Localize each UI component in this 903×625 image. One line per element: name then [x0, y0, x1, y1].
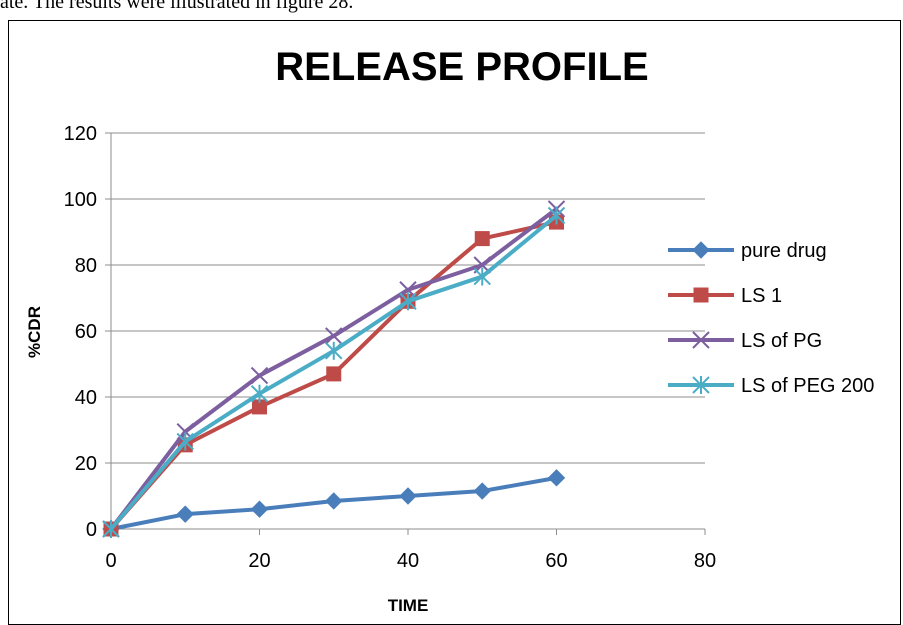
x-tick-label: 40: [397, 550, 419, 572]
legend-entry: LS 1: [668, 285, 782, 307]
data-point: [547, 206, 566, 225]
y-tick-label: 40: [75, 387, 97, 409]
data-point: [252, 399, 267, 415]
series-0: [102, 469, 566, 538]
x-tick-label: 20: [248, 550, 270, 572]
x-axis-label: TIME: [388, 596, 429, 615]
data-point: [326, 366, 342, 382]
legend-entry: pure drug: [668, 240, 827, 262]
data-point: [399, 487, 417, 505]
legend: pure drug LS 1 LS of PG LS of PEG 200: [668, 240, 874, 397]
data-point: [250, 384, 269, 403]
legend-marker: [692, 331, 710, 349]
data-point: [250, 366, 269, 385]
y-tick-label: 0: [86, 519, 97, 541]
legend-marker: [693, 287, 709, 303]
data-point: [325, 492, 343, 510]
y-axis-label: %CDR: [25, 306, 44, 358]
series-3: [102, 206, 566, 538]
legend-entry: LS of PEG 200: [668, 375, 874, 397]
grid-lines: [111, 132, 705, 530]
legend-label: LS of PG: [741, 330, 822, 352]
data-point: [473, 482, 491, 500]
axes: [105, 132, 706, 535]
x-tick-label: 60: [545, 550, 567, 572]
document-caption: ate. The results were illustrated in fig…: [0, 0, 354, 13]
data-point: [102, 520, 120, 538]
legend-label: LS of PEG 200: [741, 375, 874, 397]
legend-label: pure drug: [741, 240, 827, 262]
y-tick-label: 120: [64, 123, 97, 145]
data-point: [325, 341, 343, 360]
legend-entry: LS of PG: [668, 330, 822, 352]
legend-label: LS 1: [741, 285, 782, 307]
x-tick-label: 80: [694, 550, 716, 572]
y-tick-labels: 0 20 40 60 80 100 120: [64, 123, 97, 541]
data-point: [325, 327, 343, 345]
data-point: [250, 500, 269, 518]
y-tick-label: 80: [75, 255, 97, 277]
chart-title: RELEASE PROFILE: [275, 45, 648, 89]
y-tick-label: 60: [75, 321, 97, 343]
data-point: [176, 432, 194, 451]
x-tick-labels: 0 20 40 60 80: [105, 550, 716, 572]
data-series: [102, 200, 566, 538]
data-point: [399, 292, 417, 311]
legend-marker: [692, 241, 710, 259]
y-tick-label: 20: [75, 453, 97, 475]
y-tick-label: 100: [64, 189, 97, 211]
x-tick-label: 0: [105, 550, 116, 572]
data-point: [474, 231, 490, 247]
data-point: [547, 469, 566, 487]
legend-marker: [692, 376, 710, 394]
data-point: [176, 505, 194, 523]
data-point: [473, 267, 491, 286]
